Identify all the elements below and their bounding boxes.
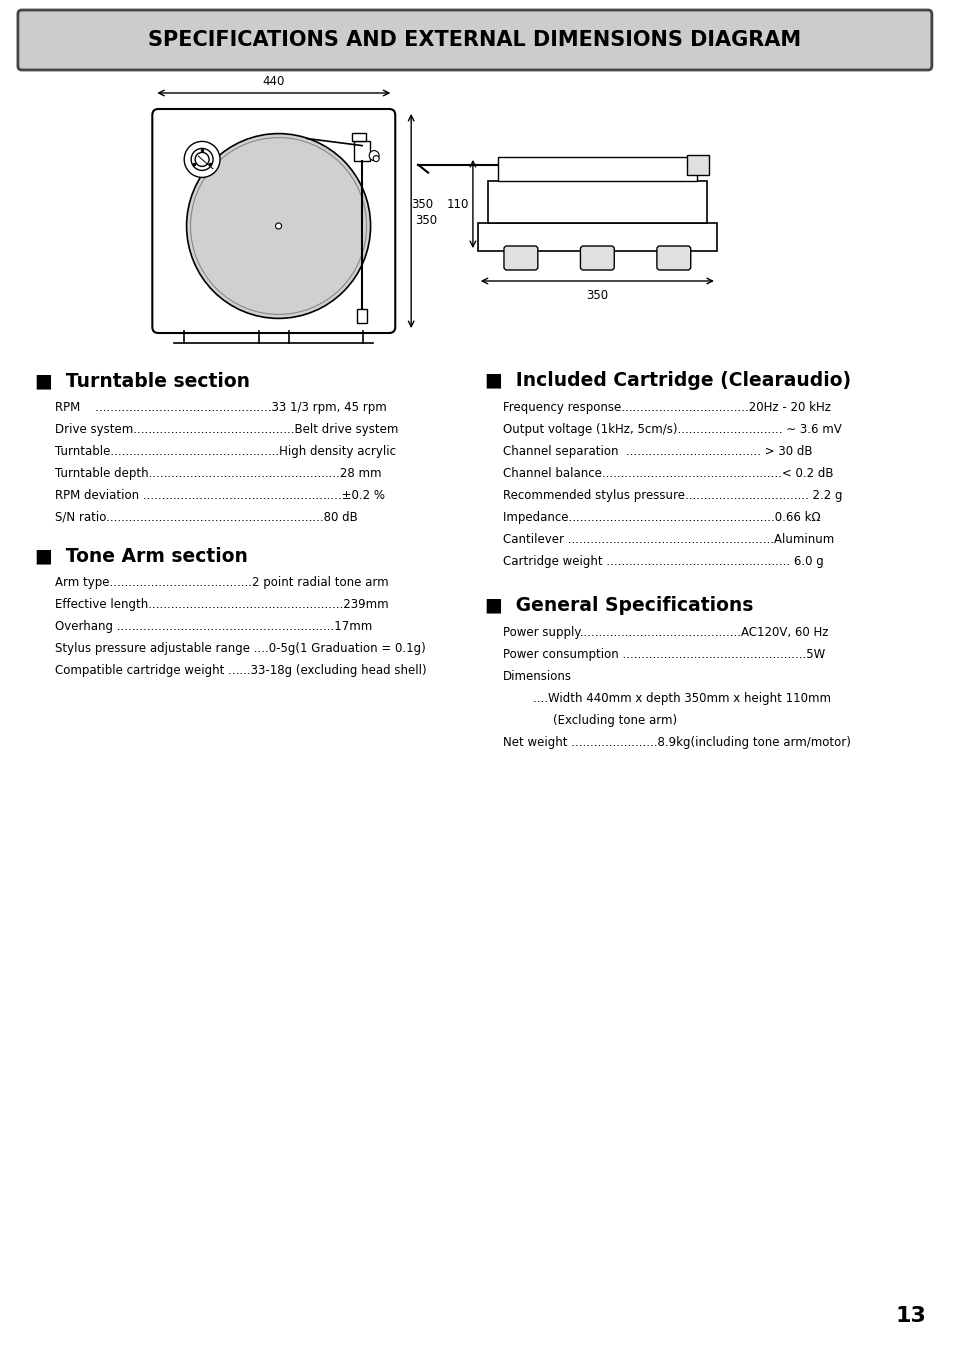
- Text: 440: 440: [262, 76, 285, 88]
- Text: Channel separation  .................................... > 30 dB: Channel separation .....................…: [502, 444, 811, 458]
- Bar: [356, 309, 367, 323]
- Text: 13: 13: [894, 1306, 925, 1325]
- Bar: [352, 132, 366, 141]
- Text: 350: 350: [586, 289, 608, 303]
- Text: SPECIFICATIONS AND EXTERNAL DIMENSIONS DIAGRAM: SPECIFICATIONS AND EXTERNAL DIMENSIONS D…: [148, 30, 801, 50]
- Text: Impedance.......................................................0.66 kΩ: Impedance...............................…: [502, 511, 820, 524]
- Circle shape: [373, 155, 378, 162]
- Text: Cantilever .......................................................Aluminum: Cantilever .............................…: [502, 534, 833, 546]
- FancyBboxPatch shape: [503, 246, 537, 270]
- Text: Turntable depth...................................................28 mm: Turntable depth.........................…: [54, 467, 381, 480]
- Bar: [477, 223, 716, 251]
- Text: 350: 350: [415, 215, 436, 227]
- Text: Cartridge weight ................................................. 6.0 g: Cartridge weight .......................…: [502, 555, 822, 567]
- Text: S/N ratio..........................................................80 dB: S/N ratio...............................…: [54, 511, 357, 524]
- Text: Effective length....................................................239mm: Effective length........................…: [54, 598, 388, 611]
- Bar: [354, 141, 370, 161]
- Text: Channel balance................................................< 0.2 dB: Channel balance.........................…: [502, 467, 832, 480]
- FancyBboxPatch shape: [657, 246, 690, 270]
- Circle shape: [184, 142, 220, 177]
- Text: Arm type......................................2 point radial tone arm: Arm type................................…: [54, 576, 388, 589]
- Text: Turntable.............................................High density acrylic: Turntable...............................…: [54, 444, 395, 458]
- Text: Compatible cartridge weight ......33-18g (excluding head shell): Compatible cartridge weight ......33-18g…: [54, 663, 426, 677]
- Text: 350: 350: [411, 197, 433, 211]
- Circle shape: [191, 149, 213, 170]
- Text: ....Width 440mm x depth 350mm x height 110mm: ....Width 440mm x depth 350mm x height 1…: [532, 692, 830, 705]
- Text: ■  Included Cartridge (Clearaudio): ■ Included Cartridge (Clearaudio): [484, 372, 850, 390]
- Text: Frequency response..................................20Hz - 20 kHz: Frequency response......................…: [502, 401, 830, 413]
- Bar: [686, 155, 708, 174]
- Text: ■  Turntable section: ■ Turntable section: [35, 372, 250, 390]
- Bar: [487, 181, 706, 223]
- Text: (Excluding tone arm): (Excluding tone arm): [552, 713, 676, 727]
- Text: RPM deviation .....................................................±0.2 %: RPM deviation ..........................…: [54, 489, 384, 503]
- Bar: [497, 157, 697, 181]
- Circle shape: [195, 153, 209, 166]
- Text: 110: 110: [446, 197, 469, 211]
- Text: ■  General Specifications: ■ General Specifications: [484, 596, 753, 615]
- Text: ■  Tone Arm section: ■ Tone Arm section: [35, 546, 248, 565]
- Text: Recommended stylus pressure................................. 2.2 g: Recommended stylus pressure.............…: [502, 489, 841, 503]
- Circle shape: [187, 134, 370, 319]
- Text: Net weight .......................8.9kg(including tone arm/motor): Net weight .......................8.9kg(…: [502, 736, 850, 748]
- Text: Overhang ..........................................................17mm: Overhang ...............................…: [54, 620, 372, 634]
- Text: Output voltage (1kHz, 5cm/s)............................ ∼ 3.6 mV: Output voltage (1kHz, 5cm/s)............…: [502, 423, 841, 436]
- Text: Stylus pressure adjustable range ....0-5g(1 Graduation = 0.1g): Stylus pressure adjustable range ....0-5…: [54, 642, 425, 655]
- Text: Dimensions: Dimensions: [502, 670, 571, 684]
- FancyBboxPatch shape: [152, 109, 395, 332]
- Circle shape: [369, 150, 378, 161]
- FancyBboxPatch shape: [18, 9, 931, 70]
- Text: Power consumption .................................................5W: Power consumption ......................…: [502, 648, 824, 661]
- Text: RPM    ...............................................33 1/3 rpm, 45 rpm: RPM ....................................…: [54, 401, 386, 413]
- Text: Drive system...........................................Belt drive system: Drive system............................…: [54, 423, 397, 436]
- FancyBboxPatch shape: [579, 246, 614, 270]
- Text: Power supply...........................................AC120V, 60 Hz: Power supply............................…: [502, 626, 827, 639]
- Circle shape: [275, 223, 281, 230]
